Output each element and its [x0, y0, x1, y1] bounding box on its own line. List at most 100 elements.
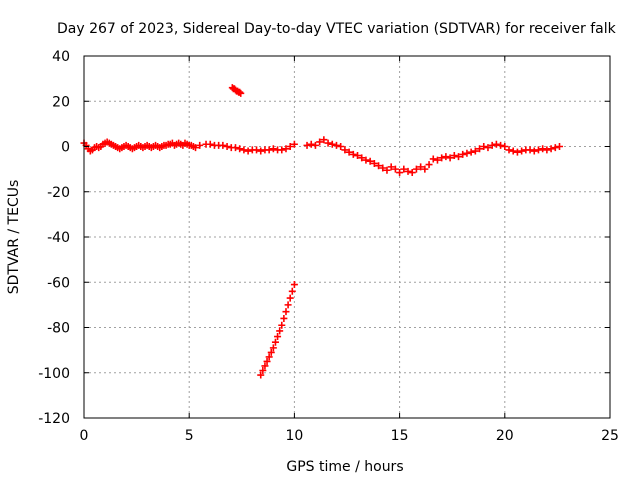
data-point: [383, 166, 391, 174]
data-point: [257, 371, 265, 379]
data-point: [375, 162, 383, 170]
data-point: [316, 138, 324, 146]
y-tick-label: -120: [38, 411, 70, 427]
data-point: [286, 294, 294, 302]
y-tick-label: 20: [52, 94, 70, 110]
data-point: [433, 156, 441, 164]
data-point: [543, 146, 551, 154]
data-point: [534, 146, 542, 154]
y-tick-label: -100: [38, 366, 70, 382]
data-point: [488, 141, 496, 149]
data-point: [530, 147, 538, 155]
y-tick-label: 40: [52, 49, 70, 65]
data-point: [501, 143, 509, 150]
data-point: [551, 144, 559, 152]
data-point: [442, 153, 450, 161]
data-point: [290, 281, 298, 289]
data-point: [261, 362, 269, 370]
y-tick-label: -40: [47, 230, 70, 246]
data-point: [267, 348, 275, 356]
data-point: [459, 150, 467, 158]
data-point: [192, 144, 200, 152]
data-point: [311, 141, 319, 149]
data-point: [450, 152, 458, 160]
x-tick-label: 5: [185, 428, 194, 444]
data-point: [269, 344, 277, 352]
data-point: [358, 154, 366, 162]
data-point: [282, 145, 290, 153]
data-point: [345, 148, 353, 156]
data-point: [278, 146, 286, 154]
data-point: [341, 146, 349, 154]
data-point: [556, 143, 564, 150]
grid-lines: [84, 56, 610, 418]
data-point: [196, 141, 204, 149]
data-point: [366, 157, 374, 165]
data-point: [274, 333, 282, 341]
data-point: [244, 147, 252, 155]
data-point: [404, 167, 412, 175]
data-point: [412, 165, 420, 173]
data-point: [328, 140, 336, 148]
data-point: [349, 150, 357, 158]
data-point: [425, 161, 433, 169]
x-tick-label: 25: [601, 428, 619, 444]
y-tick-label: 0: [61, 140, 70, 156]
data-point: [539, 145, 547, 153]
series-main-band: [80, 136, 564, 177]
x-tick-label: 15: [391, 428, 409, 444]
data-point: [446, 154, 454, 162]
axis-ticks: 0 5 10 15 20 25 -120 -100 -80 -60 -40 -20 0 20 40: [38, 49, 619, 444]
y-axis-label: SDTVAR / TECUs: [6, 180, 22, 295]
data-point: [421, 165, 429, 173]
data-point: [257, 147, 265, 155]
data-point: [438, 154, 446, 162]
data-point: [236, 145, 244, 153]
x-tick-label: 10: [285, 428, 303, 444]
series-steep-segment: [257, 281, 298, 379]
y-tick-label: -80: [47, 321, 70, 337]
data-point: [303, 141, 311, 149]
data-point: [417, 163, 425, 171]
data-point: [276, 327, 284, 335]
data-point: [259, 366, 267, 374]
data-points: [80, 84, 564, 379]
data-point: [282, 308, 290, 316]
data-point: [240, 146, 248, 154]
data-point: [271, 338, 279, 346]
data-point: [290, 140, 298, 148]
data-point: [513, 148, 521, 156]
data-point: [362, 156, 370, 164]
data-point: [280, 314, 288, 322]
data-point: [518, 147, 526, 155]
data-point: [480, 143, 488, 150]
data-point: [332, 141, 340, 149]
data-point: [269, 145, 277, 153]
data-point: [400, 165, 408, 173]
data-point: [223, 143, 231, 150]
data-point: [505, 146, 513, 154]
data-point: [263, 357, 271, 365]
y-tick-label: -20: [47, 185, 70, 201]
data-point: [391, 165, 399, 173]
data-point: [484, 144, 492, 152]
data-point: [206, 140, 214, 148]
series-outlier-cluster: [228, 84, 245, 97]
data-point: [492, 140, 500, 148]
data-point: [288, 287, 296, 295]
x-axis-label: GPS time / hours: [286, 459, 403, 475]
data-point: [337, 143, 345, 150]
x-tick-label: 20: [496, 428, 514, 444]
data-point: [354, 152, 362, 160]
data-point: [509, 147, 517, 155]
data-point: [526, 146, 534, 154]
data-point: [429, 155, 437, 163]
data-point: [471, 147, 479, 155]
data-point: [370, 159, 378, 167]
data-point: [284, 301, 292, 309]
data-point: [265, 146, 273, 154]
data-point: [320, 136, 328, 144]
data-point: [476, 145, 484, 153]
